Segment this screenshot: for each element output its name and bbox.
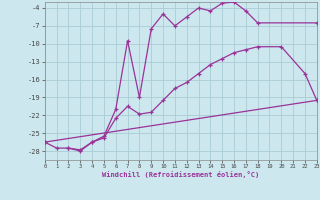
X-axis label: Windchill (Refroidissement éolien,°C): Windchill (Refroidissement éolien,°C): [102, 171, 260, 178]
